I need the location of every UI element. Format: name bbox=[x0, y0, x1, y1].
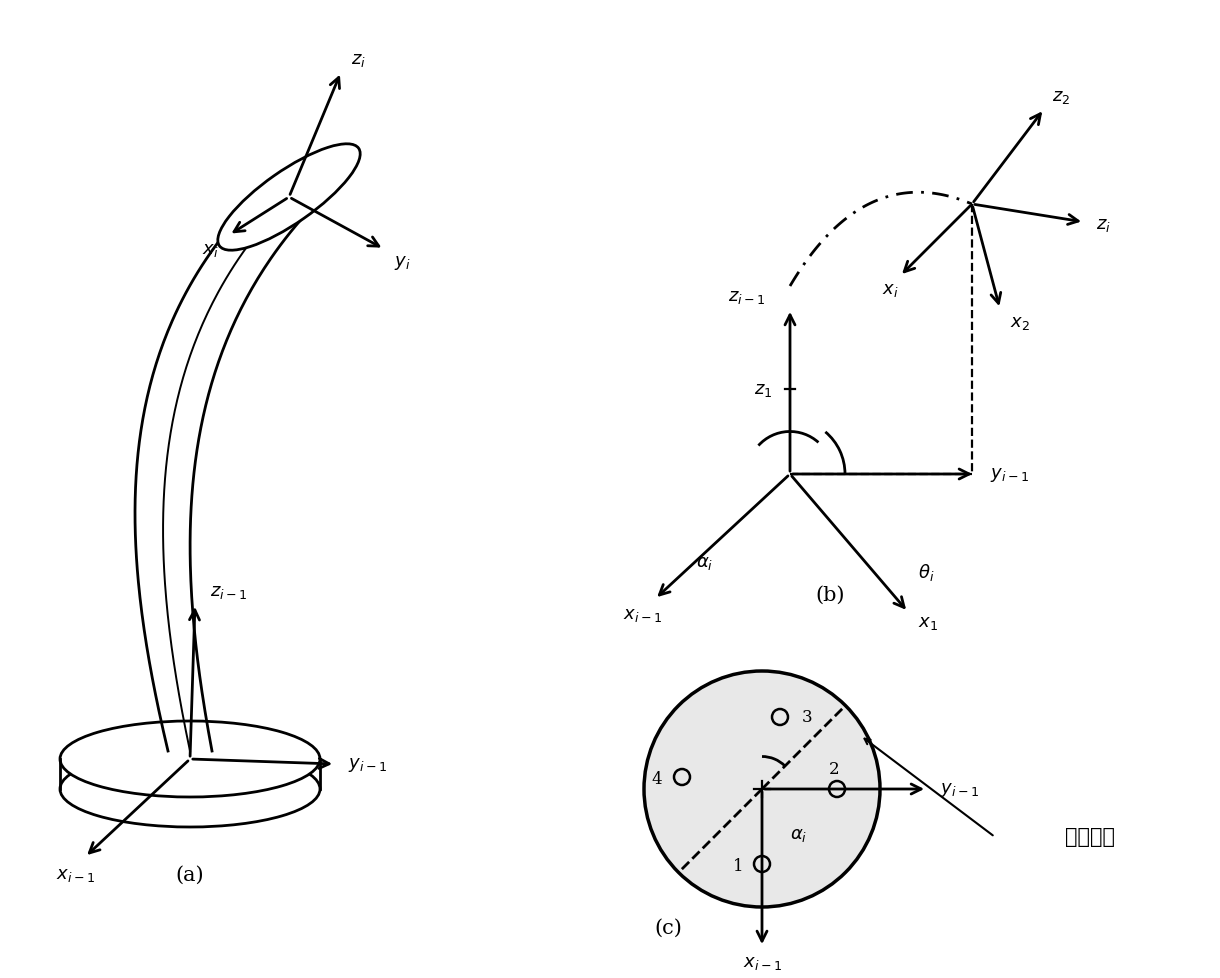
Text: $\theta_i$: $\theta_i$ bbox=[917, 562, 935, 583]
Text: $y_i$: $y_i$ bbox=[394, 253, 411, 272]
Text: $\alpha_i$: $\alpha_i$ bbox=[697, 554, 714, 571]
Text: $z_i$: $z_i$ bbox=[351, 51, 366, 68]
Text: $\alpha_i$: $\alpha_i$ bbox=[791, 825, 808, 843]
Text: 3: 3 bbox=[802, 709, 813, 726]
Text: $x_2$: $x_2$ bbox=[1010, 314, 1030, 332]
Text: $z_{i-1}$: $z_{i-1}$ bbox=[210, 583, 248, 600]
Text: (a): (a) bbox=[176, 865, 204, 883]
Text: $x_{i-1}$: $x_{i-1}$ bbox=[622, 605, 661, 623]
Text: $y_{i-1}$: $y_{i-1}$ bbox=[348, 755, 387, 774]
Text: $y_{i-1}$: $y_{i-1}$ bbox=[939, 780, 978, 798]
Text: 4: 4 bbox=[651, 771, 662, 787]
Text: $y_{i-1}$: $y_{i-1}$ bbox=[989, 466, 1028, 483]
Ellipse shape bbox=[60, 721, 320, 797]
Text: 弯曲平面: 弯曲平面 bbox=[1065, 827, 1115, 847]
Text: $z_1$: $z_1$ bbox=[754, 380, 772, 399]
Text: $x_{i-1}$: $x_{i-1}$ bbox=[743, 953, 782, 971]
Text: $x_i$: $x_i$ bbox=[882, 281, 898, 298]
Text: (b): (b) bbox=[815, 585, 844, 603]
Text: 2: 2 bbox=[828, 761, 839, 778]
Text: $x_{i-1}$: $x_{i-1}$ bbox=[56, 866, 94, 883]
Ellipse shape bbox=[218, 145, 360, 251]
Text: $z_2$: $z_2$ bbox=[1052, 88, 1070, 106]
Text: $z_i$: $z_i$ bbox=[1096, 216, 1111, 234]
Text: $x_1$: $x_1$ bbox=[917, 613, 938, 632]
Circle shape bbox=[644, 671, 880, 907]
Text: $x_i$: $x_i$ bbox=[203, 241, 220, 259]
Text: $z_{i-1}$: $z_{i-1}$ bbox=[727, 288, 765, 306]
Text: (c): (c) bbox=[654, 917, 682, 937]
Text: 1: 1 bbox=[733, 858, 744, 874]
